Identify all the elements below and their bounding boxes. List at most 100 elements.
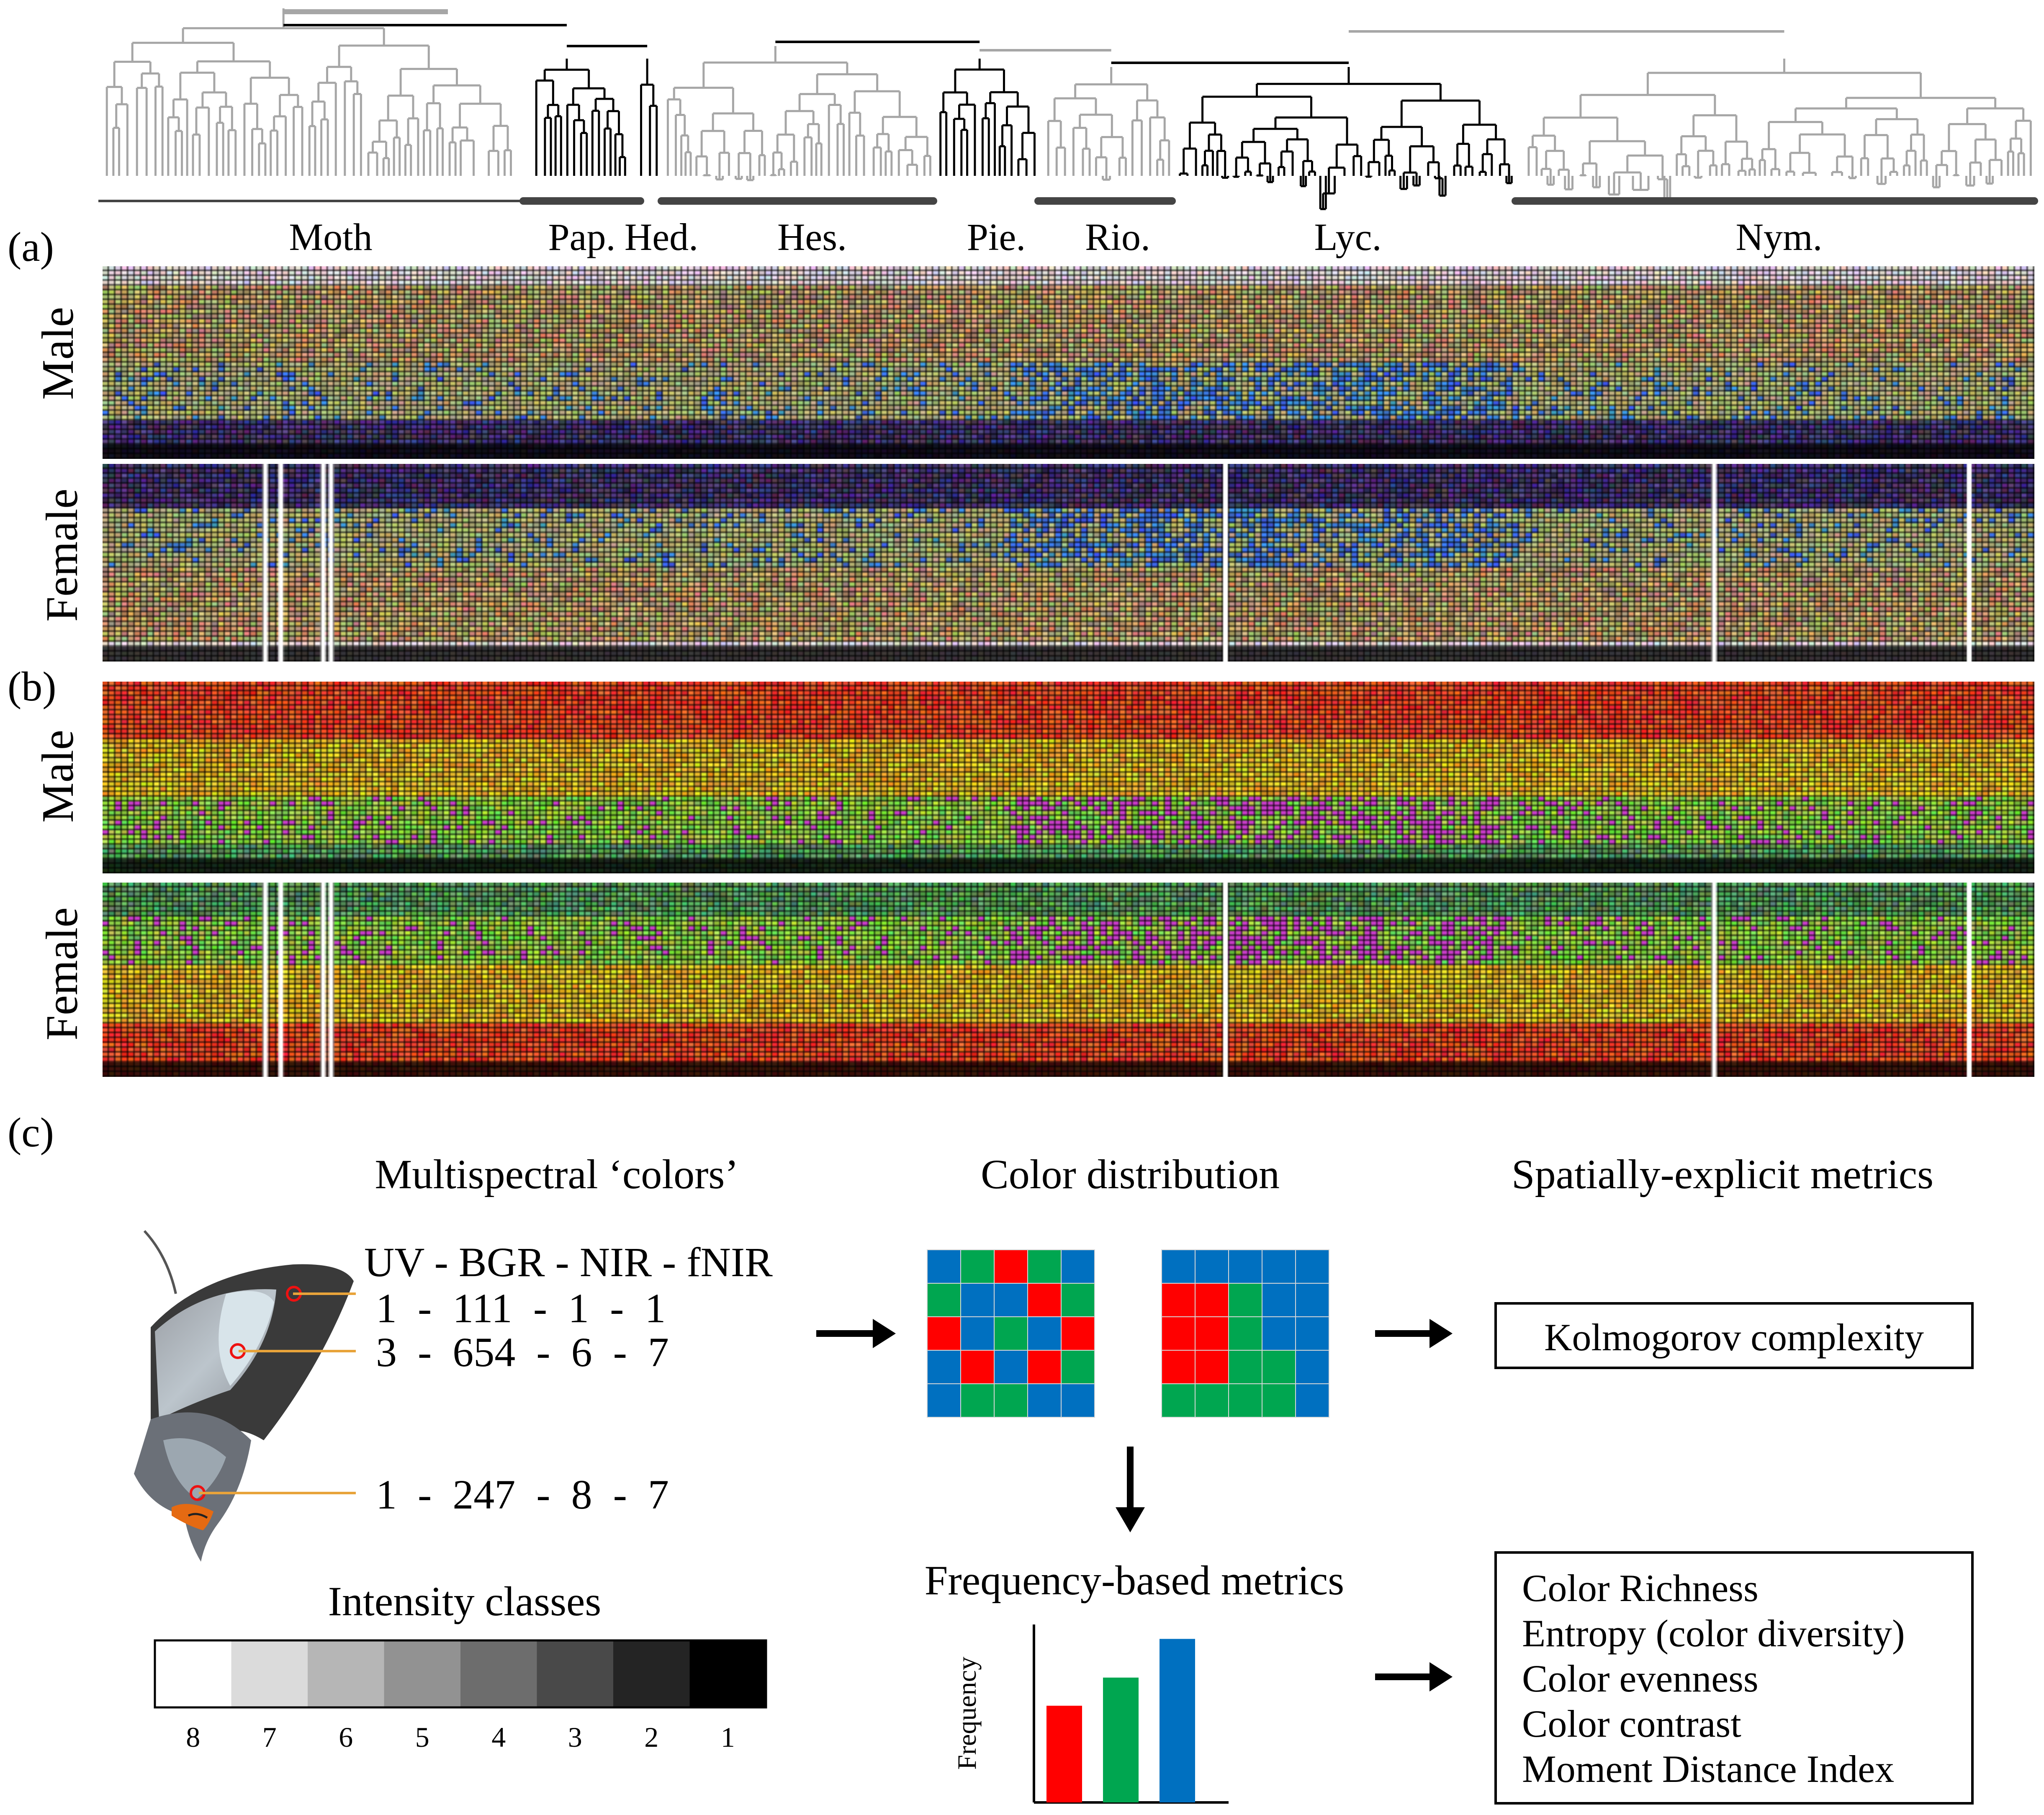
freq-bar-1 bbox=[1103, 1677, 1139, 1802]
tree-clade-6 bbox=[1179, 67, 1513, 210]
grid-cell bbox=[994, 1249, 1028, 1284]
clade-label-nym: Nym. bbox=[1735, 216, 1823, 258]
grid-cell bbox=[1262, 1316, 1296, 1351]
clade-label-moth: Moth bbox=[289, 216, 373, 258]
color-distribution-title: Color distribution bbox=[981, 1151, 1280, 1197]
grid-cell bbox=[1161, 1283, 1196, 1317]
metric-entropy: Entropy (color diversity) bbox=[1522, 1612, 1905, 1655]
intensity-swatch bbox=[155, 1640, 231, 1707]
tree-clade-0 bbox=[105, 8, 512, 176]
intensity-label: 8 bbox=[186, 1721, 201, 1753]
metric-moment-distance: Moment Distance Index bbox=[1522, 1748, 1895, 1790]
grid-cell bbox=[1262, 1283, 1296, 1317]
clade-label-pap: Pap. bbox=[548, 216, 616, 258]
grid-cell bbox=[1195, 1383, 1229, 1418]
panel-b-letter: (b) bbox=[8, 663, 57, 710]
tree-clade-3 bbox=[666, 46, 931, 181]
grid-cell bbox=[994, 1350, 1028, 1384]
grid-cell bbox=[1262, 1383, 1296, 1418]
metric-color-contrast: Color contrast bbox=[1522, 1702, 1741, 1745]
grid-cell bbox=[1195, 1316, 1229, 1351]
grid-cell bbox=[960, 1283, 995, 1317]
tree-clade-2 bbox=[640, 59, 658, 176]
clade-label-rio: Rio. bbox=[1085, 216, 1150, 258]
arrow-down bbox=[1116, 1447, 1145, 1532]
intensity-swatch bbox=[537, 1640, 613, 1707]
grid-cell bbox=[1295, 1350, 1329, 1384]
metric-color-evenness: Color evenness bbox=[1522, 1657, 1759, 1700]
grid-cell bbox=[1027, 1283, 1062, 1317]
intensity-label: 2 bbox=[644, 1721, 659, 1753]
panel-b-female-heatmap bbox=[103, 883, 2034, 1077]
tree-clade-1 bbox=[535, 59, 626, 176]
color-grid-random bbox=[927, 1249, 1095, 1418]
spatial-metrics-title: Spatially-explicit metrics bbox=[1511, 1151, 1934, 1197]
grid-cell bbox=[1295, 1283, 1329, 1317]
marker-lines bbox=[199, 1292, 356, 1494]
grid-cell bbox=[1027, 1249, 1062, 1284]
grid-cell bbox=[1161, 1249, 1196, 1284]
grid-cell bbox=[1228, 1249, 1262, 1284]
intensity-label: 7 bbox=[262, 1721, 277, 1753]
grid-cell bbox=[927, 1316, 961, 1351]
grid-cell bbox=[1228, 1283, 1262, 1317]
grid-cell bbox=[994, 1283, 1028, 1317]
grid-cell bbox=[1195, 1283, 1229, 1317]
clade-label-pie: Pie. bbox=[967, 216, 1026, 258]
grid-cell bbox=[960, 1350, 995, 1384]
intensity-swatch bbox=[689, 1640, 766, 1707]
grid-cell bbox=[1061, 1316, 1095, 1351]
grid-cell bbox=[1161, 1350, 1196, 1384]
butterfly-wing-image bbox=[134, 1230, 354, 1562]
grid-cell bbox=[927, 1383, 961, 1418]
intensity-label: 5 bbox=[415, 1721, 429, 1753]
frequency-metrics-box: Color Richness Entropy (color diversity)… bbox=[1494, 1551, 1974, 1805]
grid-cell bbox=[960, 1383, 995, 1418]
grid-cell bbox=[927, 1350, 961, 1384]
intensity-swatch bbox=[384, 1640, 460, 1707]
tree-backbone bbox=[283, 9, 1784, 64]
arrow-right-1 bbox=[816, 1319, 896, 1348]
grid-cell bbox=[1228, 1383, 1262, 1418]
grid-cell bbox=[1061, 1350, 1095, 1384]
clade-label-hed: Hed. bbox=[624, 216, 699, 258]
grid-cell bbox=[1262, 1249, 1296, 1284]
grid-cell bbox=[1195, 1249, 1229, 1284]
intensity-title: Intensity classes bbox=[328, 1578, 602, 1624]
metric-color-richness: Color Richness bbox=[1522, 1567, 1759, 1609]
multispectral-header: UV - BGR - NIR - fNIR bbox=[364, 1239, 773, 1285]
arrow-right-3 bbox=[1375, 1662, 1453, 1691]
clade-label-hes: Hes. bbox=[777, 216, 847, 258]
intensity-label: 4 bbox=[491, 1721, 506, 1753]
arrow-right-2 bbox=[1375, 1319, 1453, 1348]
grid-cell bbox=[927, 1249, 961, 1284]
tree-clade-5 bbox=[1047, 67, 1170, 181]
multispectral-row-1: 1 - 111 - 1 - 1 bbox=[376, 1285, 666, 1331]
grid-cell bbox=[1061, 1283, 1095, 1317]
spatial-metrics-box: Kolmogorov complexity bbox=[1494, 1302, 1974, 1369]
panel-a-female-heatmap bbox=[103, 464, 2034, 662]
grid-cell bbox=[1027, 1383, 1062, 1418]
frequency-title: Frequency-based metrics bbox=[924, 1557, 1345, 1604]
intensity-label: 1 bbox=[720, 1721, 735, 1753]
phylogenetic-tree bbox=[105, 8, 2032, 210]
grid-cell bbox=[1027, 1350, 1062, 1384]
color-grid-clustered bbox=[1161, 1249, 1329, 1418]
grid-cell bbox=[1161, 1316, 1196, 1351]
panel-c-letter: (c) bbox=[8, 1109, 54, 1156]
grid-cell bbox=[994, 1383, 1028, 1418]
intensity-swatch bbox=[460, 1640, 537, 1707]
grid-cell bbox=[927, 1283, 961, 1317]
grid-cell bbox=[1161, 1383, 1196, 1418]
freq-bar-0 bbox=[1046, 1706, 1082, 1802]
intensity-scale bbox=[154, 1639, 767, 1709]
intensity-label: 6 bbox=[339, 1721, 353, 1753]
multispectral-row-2: 3 - 654 - 6 - 7 bbox=[376, 1329, 669, 1375]
grid-cell bbox=[1228, 1350, 1262, 1384]
grid-cell bbox=[994, 1316, 1028, 1351]
multispectral-title: Multispectral ‘colors’ bbox=[375, 1151, 739, 1197]
multispectral-row-3: 1 - 247 - 8 - 7 bbox=[376, 1471, 669, 1518]
grid-cell bbox=[960, 1249, 995, 1284]
panel-a-letter: (a) bbox=[8, 224, 54, 270]
